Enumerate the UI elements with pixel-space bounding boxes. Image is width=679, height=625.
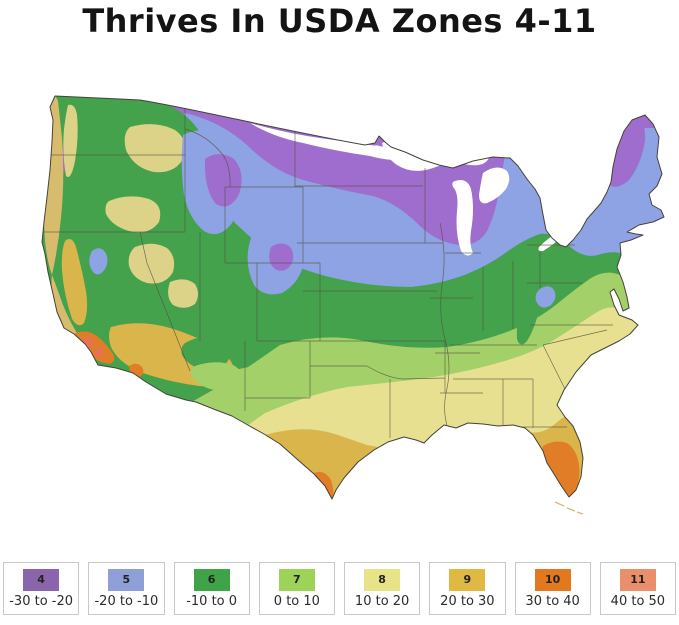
legend-item-zone-10: 10 30 to 40 [514,562,591,615]
legend-item-zone-7: 7 0 to 10 [258,562,335,615]
zone-9-range: 20 to 30 [440,593,495,609]
zone-4-range: -30 to -20 [9,593,74,609]
zone-fill-layers [42,96,664,499]
florida-keys-shape [554,501,584,515]
zone-8-number: 8 [378,573,386,586]
legend-item-zone-8: 8 10 to 20 [344,562,421,615]
zone11-patch-shapes [82,336,104,357]
zone8-band-shape [42,307,664,499]
zone-4-swatch: 4 [23,568,60,591]
zone-6-swatch: 6 [193,568,230,591]
zone-5-number: 5 [122,573,131,586]
zone-6-number: 6 [207,573,216,586]
legend-item-zone-9: 9 20 to 30 [429,562,506,615]
zone-10-number: 10 [544,573,561,586]
zone-5-swatch: 5 [108,568,145,591]
zone-9-number: 9 [463,573,472,586]
zone-6-range: -10 to 0 [186,593,238,609]
zone-11-number: 11 [630,573,646,586]
zone-legend: 4 -30 to -20 5 -20 to -10 6 -10 to 0 7 0… [3,562,676,615]
us-map-graphic [41,95,665,515]
highland-lightgreen-shapes [190,362,286,398]
page-title: Thrives In USDA Zones 4-11 [82,2,597,40]
zone-11-range: 40 to 50 [610,593,666,609]
zone-8-swatch: 8 [364,568,401,591]
legend-item-zone-5: 5 -20 to -10 [88,562,165,615]
zone-10-swatch: 10 [534,568,571,591]
zone-4-number: 4 [37,573,45,586]
great-lakes-shapes [382,139,587,256]
legend-item-zone-11: 11 40 to 50 [599,562,676,615]
usda-zone-map [35,83,665,563]
zone-10-range: 30 to 40 [525,593,580,609]
legend-item-zone-6: 6 -10 to 0 [173,562,250,615]
zone-5-range: -20 to -10 [94,593,159,609]
zone-8-range: 10 to 20 [354,593,410,609]
legend-item-zone-4: 4 -30 to -20 [3,562,80,615]
zone-7-swatch: 7 [278,568,315,591]
basin-khaki-shapes [63,104,198,308]
zone-11-swatch: 11 [619,568,656,591]
coastal-tan-shape [43,96,91,353]
state-border-lines [42,103,613,438]
zone-7-number: 7 [293,573,301,586]
zone-9-swatch: 9 [449,568,486,591]
zone3-uncolored-shape [250,123,427,167]
zone-7-range: 0 to 10 [273,593,320,609]
us-country-outline [41,95,665,500]
